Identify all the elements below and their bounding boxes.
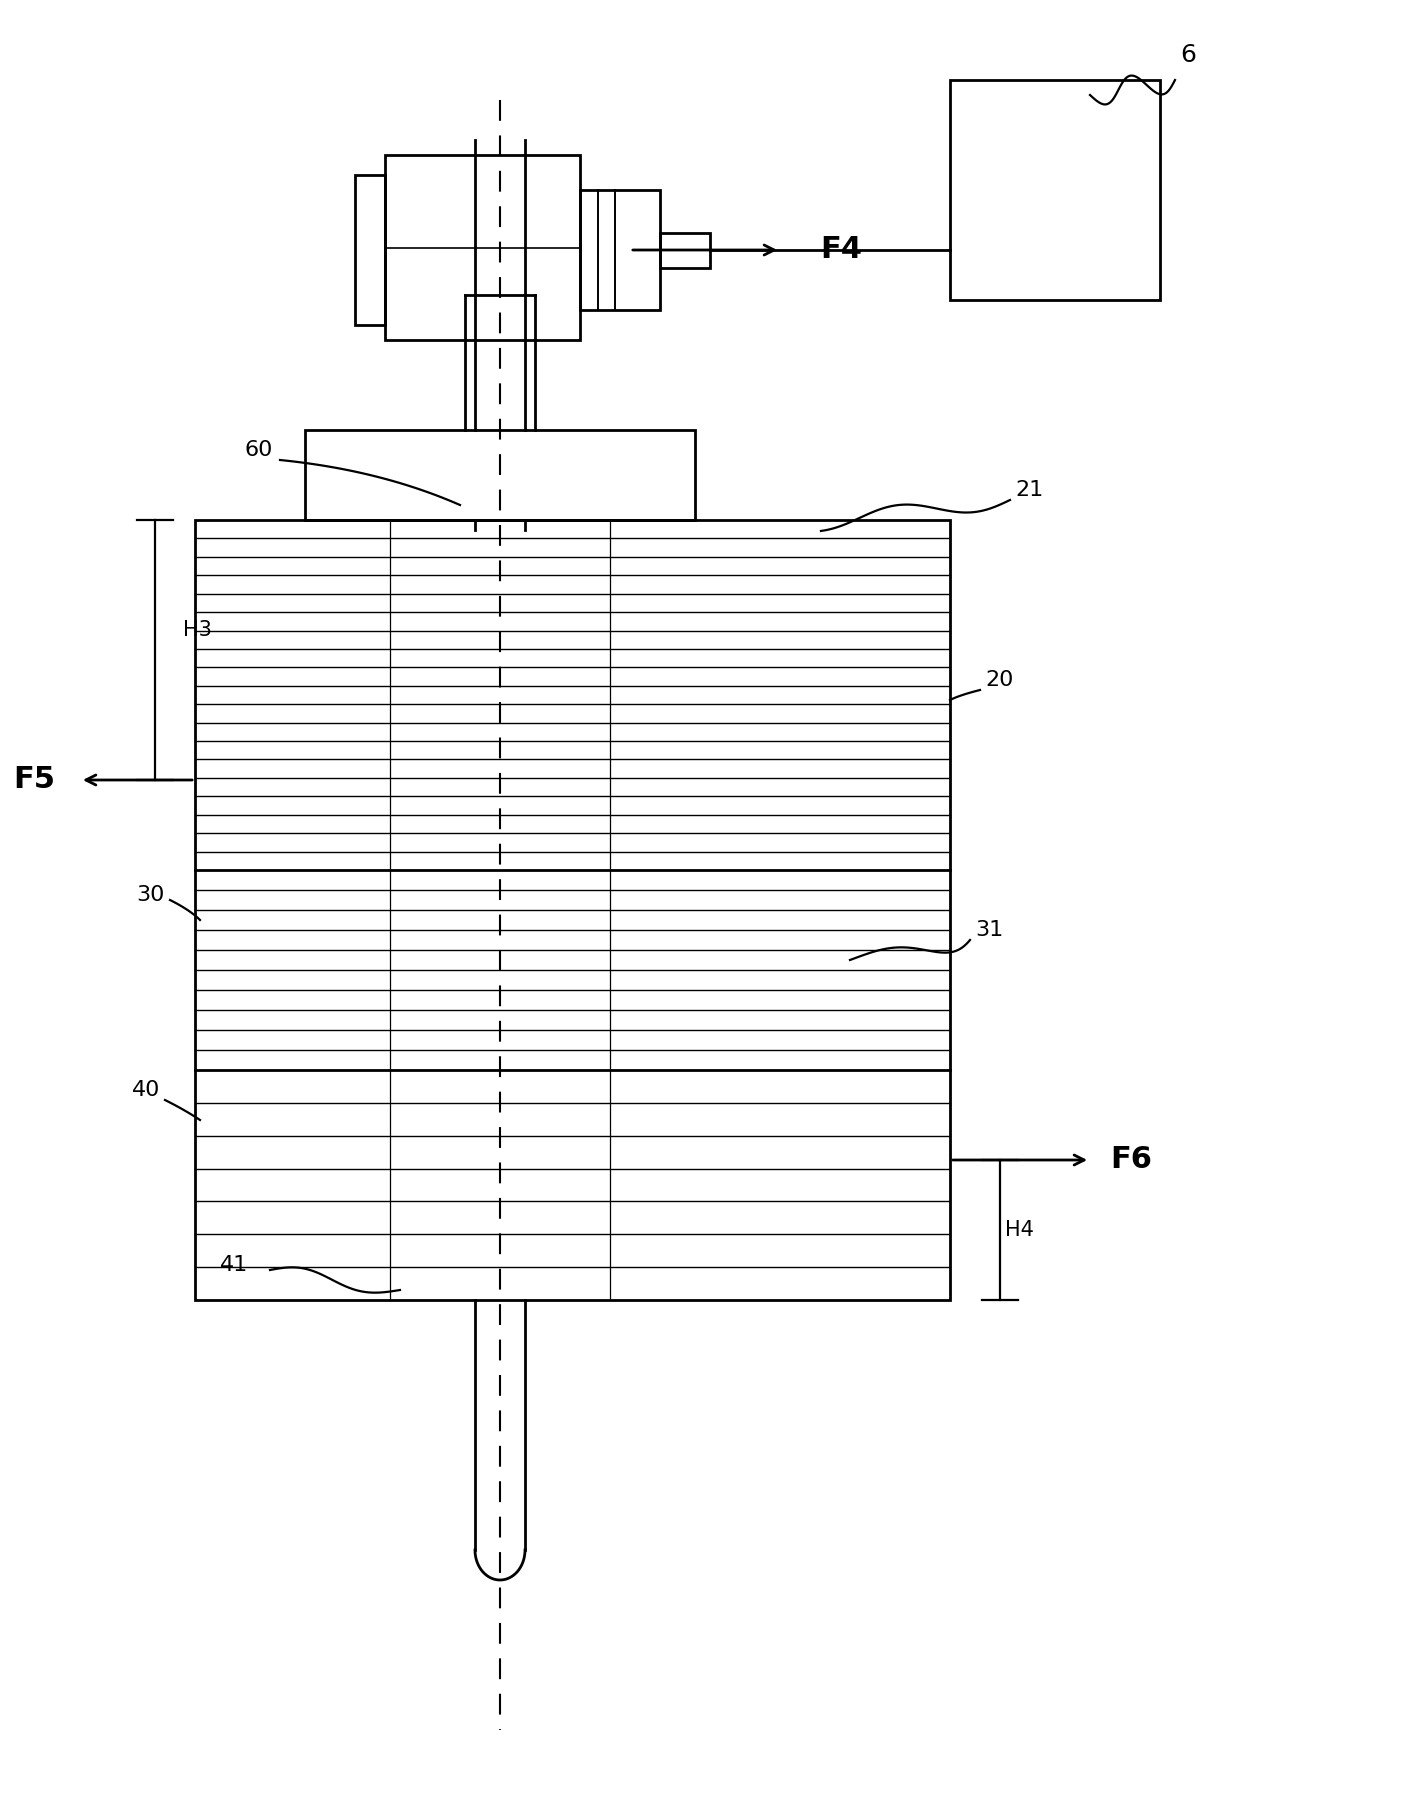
Text: 60: 60	[245, 440, 273, 459]
Text: H4: H4	[1005, 1219, 1034, 1239]
Bar	[195, 519, 950, 1301]
Text: 31: 31	[976, 921, 1004, 941]
Text: 6: 6	[1181, 43, 1196, 67]
Bar	[305, 431, 696, 519]
Text: F5: F5	[13, 765, 55, 794]
Text: 20: 20	[986, 669, 1014, 689]
Bar	[580, 190, 660, 309]
Text: 21: 21	[1015, 479, 1044, 499]
Bar	[950, 80, 1159, 300]
Text: H3: H3	[182, 620, 212, 640]
Text: F4: F4	[820, 235, 863, 264]
Bar	[385, 156, 580, 340]
Text: F6: F6	[1110, 1145, 1152, 1174]
Text: 40: 40	[132, 1080, 160, 1100]
Bar	[660, 233, 710, 268]
Text: 41: 41	[221, 1255, 249, 1275]
Text: 30: 30	[137, 885, 165, 904]
Bar	[355, 175, 385, 326]
